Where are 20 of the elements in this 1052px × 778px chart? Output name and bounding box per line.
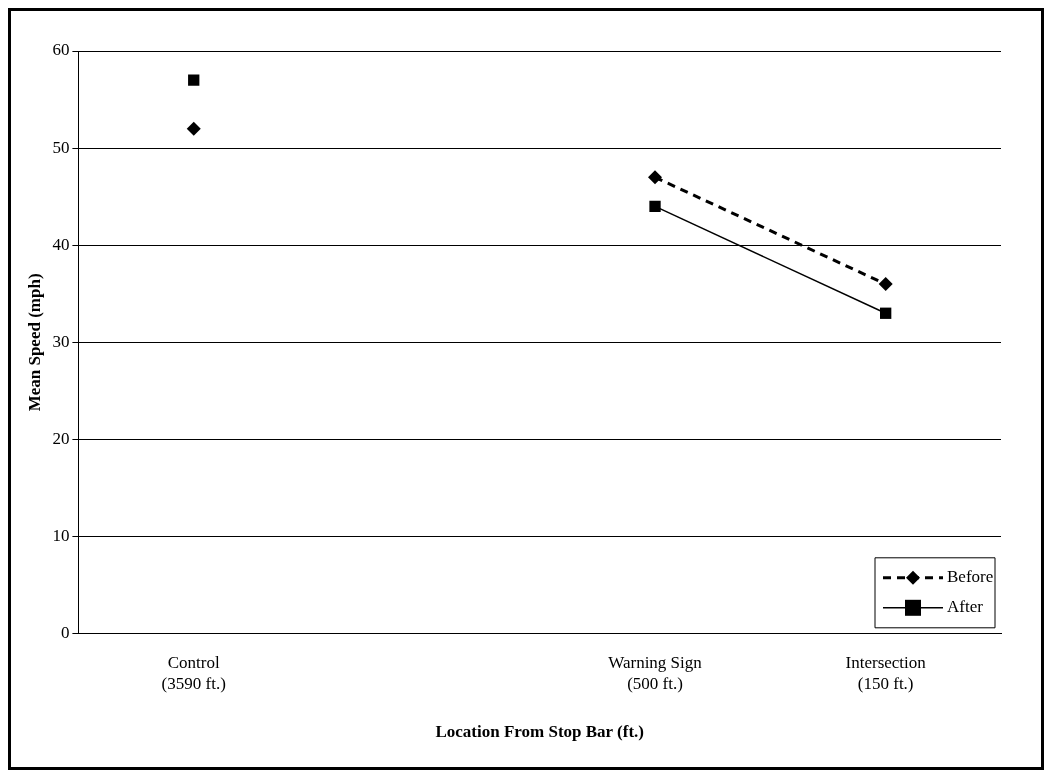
point: [649, 200, 661, 213]
y-tick-label: 20: [52, 429, 70, 448]
legend-label: Before: [947, 567, 994, 587]
y-tick-label: 0: [60, 623, 70, 643]
point: [186, 121, 201, 136]
point: [880, 307, 892, 319]
x-axis-title: Location From Stop Bar (ft.): [435, 722, 644, 742]
y-tick-label: 10: [52, 526, 70, 546]
y-tick-label: 60: [52, 40, 70, 60]
x-tick-label: Warning Sign (500 ft.): [608, 653, 703, 693]
point: [648, 170, 663, 185]
legend-label: After: [947, 597, 984, 617]
y-tick-label: 30: [52, 331, 70, 351]
y-axis-title: Mean Speed (mph): [24, 273, 44, 412]
y-tick-label: 50: [52, 137, 70, 157]
x-tick-label: Control (3590 ft.): [161, 653, 226, 693]
x-tick-label: Intersection (150 ft.): [845, 653, 927, 693]
point: [188, 74, 200, 86]
y-tick-label: 40: [52, 234, 70, 254]
point: [878, 277, 893, 292]
